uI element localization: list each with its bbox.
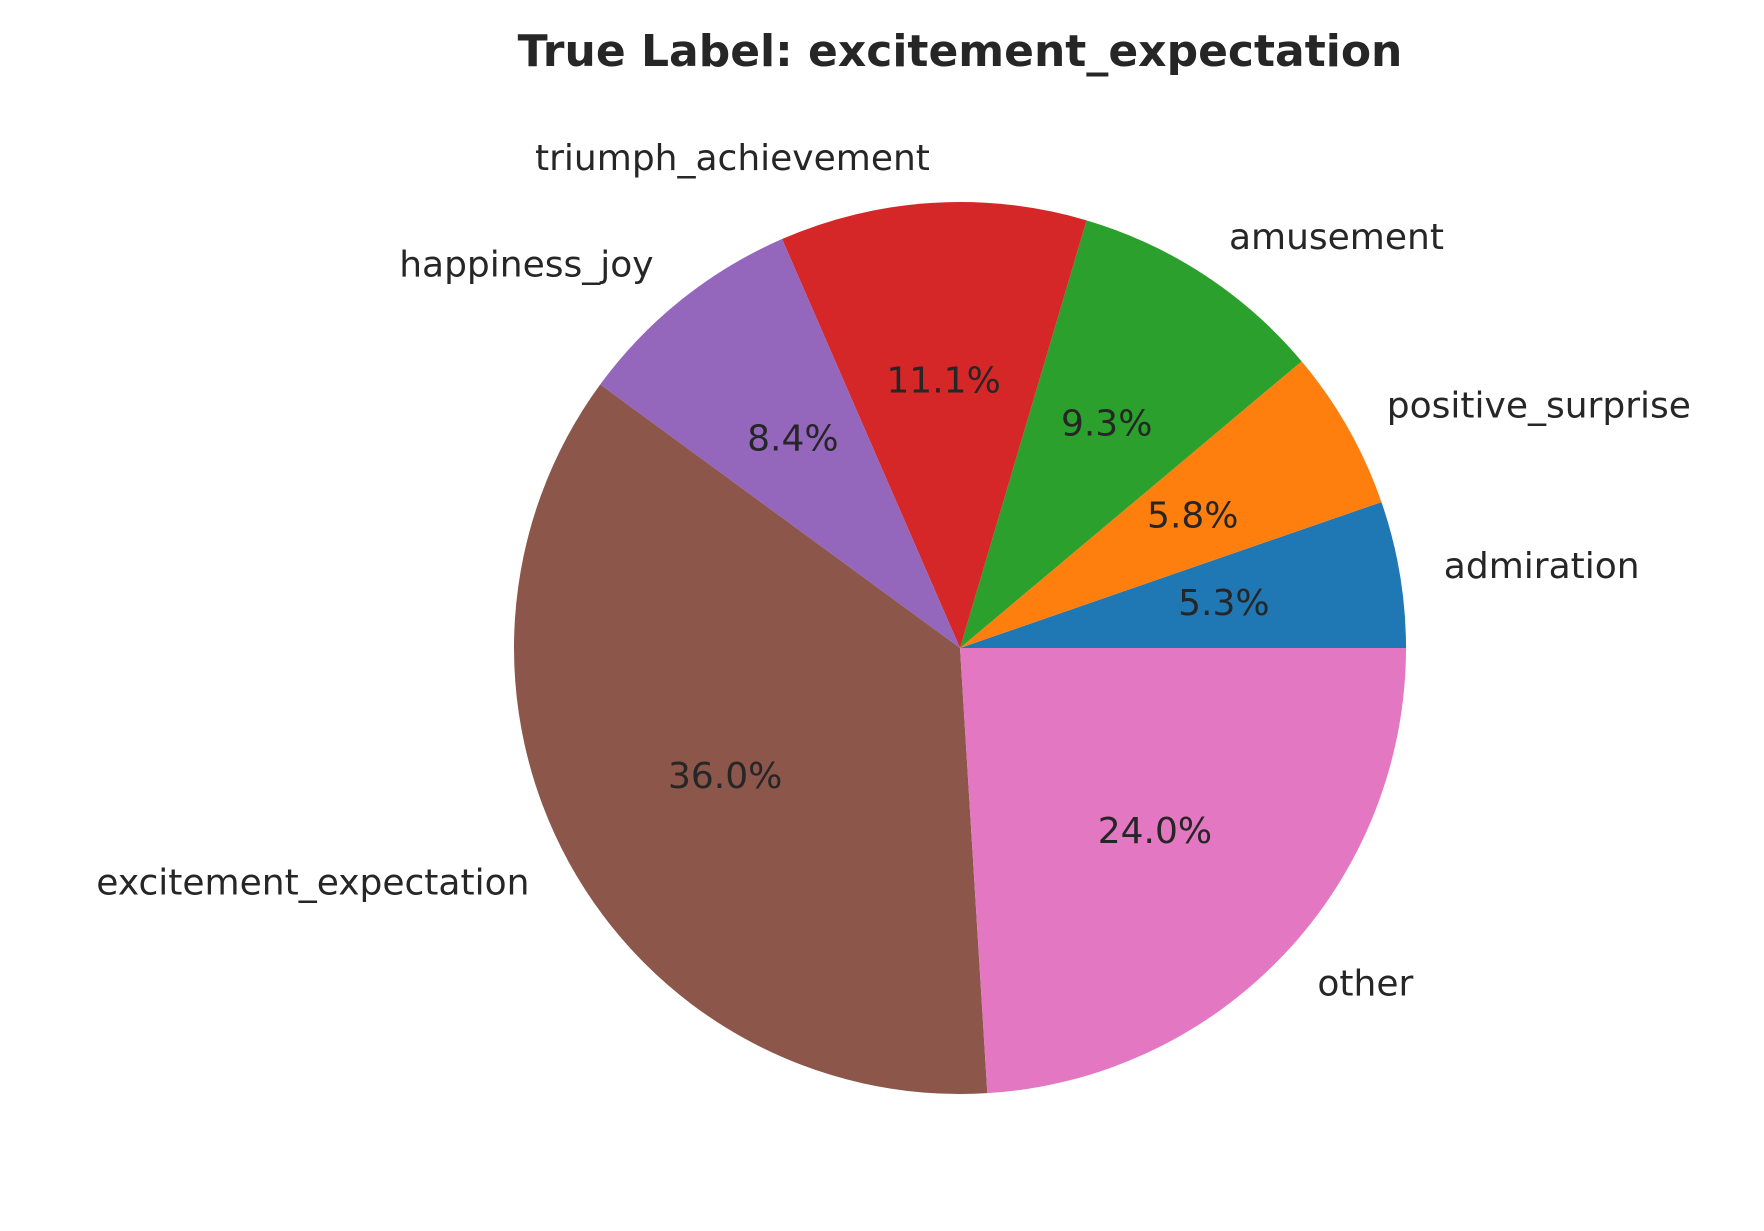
pie-slice-positive-surprise: [960, 361, 1382, 648]
pie-percent-labels: 5.3% 5.8% 9.3% 11.1% 8.4% 36.0% 24.0%: [668, 360, 1270, 851]
pie-slice-admiration: [960, 502, 1406, 648]
pie-category-label-positive-surprise: positive_surprise: [1387, 386, 1691, 427]
pie-percent-label-positive-surprise: 5.8%: [1147, 496, 1238, 537]
pie-category-labels: admiration positive_surprise amusement triu…: [96, 138, 1691, 1005]
pie-slice-amusement: [960, 220, 1302, 648]
pie-percent-label-happiness-joy: 8.4%: [747, 419, 838, 460]
pie-percent-label-amusement: 9.3%: [1061, 404, 1152, 445]
pie-percent-label-other: 24.0%: [1098, 811, 1212, 852]
pie-percent-label-triumph-achievement: 11.1%: [886, 360, 1000, 401]
pie-slices: [513, 202, 1406, 1095]
chart-title: True Label: excitement_expectation: [518, 26, 1403, 77]
pie-slice-excitement-expectation: [513, 384, 988, 1095]
pie-percent-label-excitement-expectation: 36.0%: [668, 756, 782, 797]
pie-category-label-amusement: amusement: [1229, 217, 1444, 258]
pie-category-label-other: other: [1317, 964, 1413, 1005]
pie-category-label-excitement-expectation: excitement_expectation: [96, 863, 529, 904]
pie-slice-triumph-achievement: [782, 202, 1087, 649]
pie-category-label-happiness-joy: happiness_joy: [399, 244, 653, 285]
pie-category-label-triumph-achievement: triumph_achievement: [535, 138, 930, 179]
pie-slice-other: [960, 648, 1406, 1094]
pie-slice-happiness-joy: [600, 239, 960, 649]
pie-percent-label-admiration: 5.3%: [1178, 583, 1269, 624]
pie-category-label-admiration: admiration: [1444, 546, 1640, 587]
